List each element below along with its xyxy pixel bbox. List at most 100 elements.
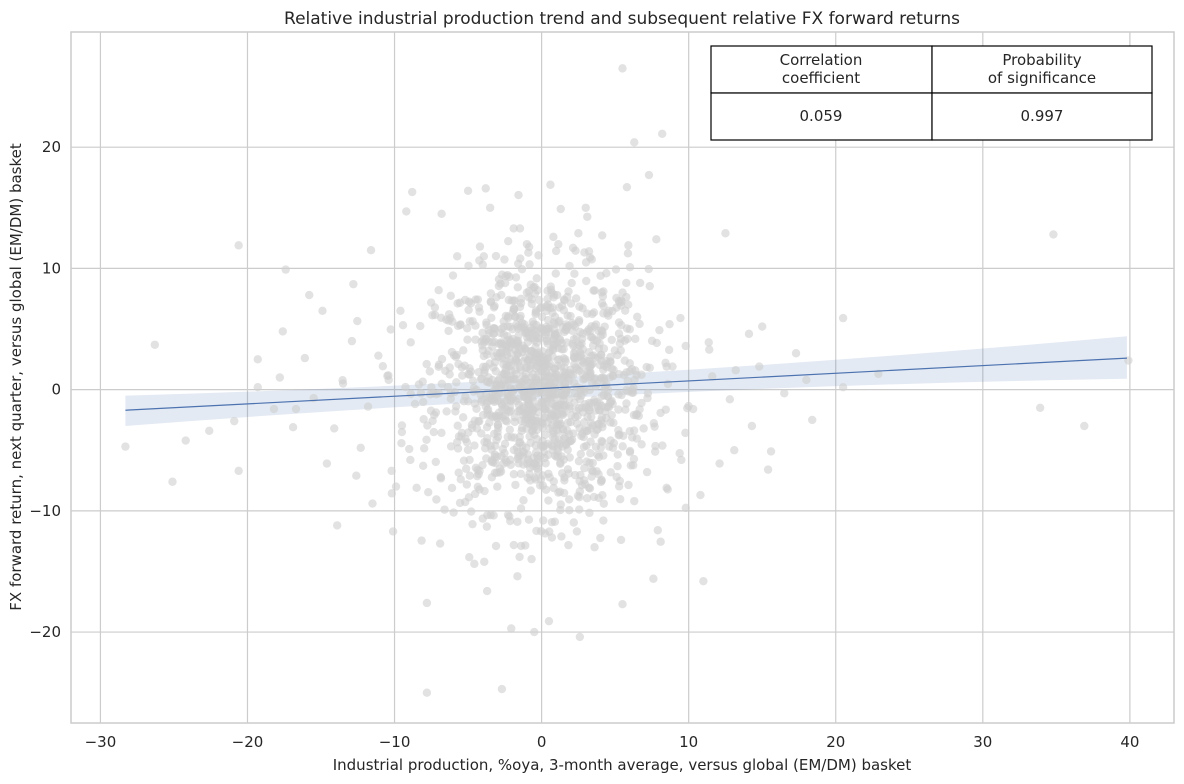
data-point bbox=[521, 375, 531, 384]
data-point bbox=[505, 335, 514, 344]
data-point bbox=[452, 350, 461, 360]
data-point bbox=[630, 138, 639, 147]
data-point bbox=[519, 460, 528, 469]
data-point bbox=[644, 264, 653, 274]
data-point bbox=[481, 184, 490, 193]
data-point bbox=[453, 444, 463, 453]
data-point bbox=[565, 495, 574, 504]
data-point bbox=[507, 433, 516, 442]
data-point bbox=[613, 450, 622, 459]
data-point bbox=[502, 458, 511, 467]
data-point bbox=[715, 459, 724, 468]
data-point bbox=[437, 428, 446, 438]
data-point bbox=[205, 426, 214, 436]
data-point bbox=[563, 465, 573, 474]
data-point bbox=[498, 352, 507, 362]
data-point bbox=[516, 504, 526, 513]
data-point bbox=[493, 482, 502, 491]
data-point bbox=[402, 207, 411, 216]
table-header-cell-probability bbox=[931, 45, 1153, 94]
data-point bbox=[437, 209, 446, 219]
data-point bbox=[575, 492, 584, 502]
data-point bbox=[230, 416, 239, 426]
data-point bbox=[791, 349, 801, 358]
data-point bbox=[560, 363, 569, 372]
data-point bbox=[482, 454, 491, 463]
y-tick-label: 10 bbox=[42, 259, 61, 277]
data-point bbox=[531, 364, 541, 373]
data-point bbox=[572, 419, 582, 428]
data-point bbox=[453, 321, 463, 331]
data-point bbox=[349, 279, 358, 289]
data-point bbox=[554, 240, 563, 249]
data-point bbox=[473, 482, 483, 492]
data-point bbox=[461, 464, 471, 473]
data-point bbox=[549, 290, 559, 299]
data-point bbox=[510, 312, 520, 322]
data-point bbox=[553, 451, 563, 461]
data-point bbox=[604, 311, 613, 320]
data-point bbox=[347, 336, 357, 346]
data-point bbox=[522, 328, 531, 337]
data-point bbox=[721, 229, 730, 238]
data-point bbox=[653, 526, 662, 535]
data-point bbox=[808, 415, 817, 425]
data-point bbox=[579, 358, 588, 368]
data-point bbox=[580, 463, 589, 473]
data-point bbox=[508, 387, 518, 396]
data-point bbox=[597, 231, 607, 240]
data-point bbox=[418, 377, 427, 386]
data-point bbox=[622, 182, 632, 192]
data-point bbox=[550, 364, 560, 374]
data-point bbox=[475, 466, 484, 476]
data-point bbox=[515, 552, 524, 562]
data-point bbox=[635, 319, 644, 329]
data-point bbox=[625, 448, 635, 457]
data-point bbox=[468, 376, 478, 386]
x-tick-label: −20 bbox=[232, 733, 264, 751]
data-point bbox=[524, 515, 534, 524]
data-point bbox=[553, 427, 563, 437]
data-point bbox=[482, 586, 492, 596]
data-point bbox=[332, 521, 342, 530]
data-point bbox=[515, 362, 525, 372]
data-point bbox=[681, 428, 690, 438]
data-point bbox=[595, 406, 604, 415]
data-point bbox=[534, 402, 543, 411]
data-point bbox=[451, 402, 461, 411]
data-point bbox=[490, 468, 500, 478]
data-point bbox=[478, 345, 487, 355]
data-point bbox=[452, 378, 461, 387]
data-point bbox=[523, 337, 533, 347]
data-point bbox=[681, 341, 690, 351]
data-point bbox=[608, 371, 618, 381]
data-point bbox=[487, 394, 497, 403]
data-point bbox=[597, 299, 607, 308]
data-point bbox=[366, 246, 376, 255]
data-point bbox=[330, 424, 339, 433]
data-point bbox=[585, 326, 595, 336]
data-point bbox=[432, 495, 441, 504]
data-point bbox=[567, 435, 577, 444]
data-point bbox=[475, 417, 484, 426]
data-point bbox=[543, 315, 553, 325]
data-point bbox=[631, 411, 641, 420]
data-point bbox=[442, 407, 451, 416]
data-point bbox=[450, 387, 459, 397]
data-point bbox=[569, 335, 579, 344]
data-point bbox=[1049, 230, 1058, 239]
data-point bbox=[583, 212, 592, 221]
data-point bbox=[744, 329, 754, 339]
data-point bbox=[564, 376, 574, 386]
data-point bbox=[581, 203, 590, 212]
data-point bbox=[305, 290, 314, 300]
y-axis-label: FX forward return, next quarter, versus … bbox=[7, 143, 25, 611]
data-point bbox=[534, 251, 543, 260]
data-point bbox=[578, 369, 587, 379]
data-point bbox=[471, 335, 480, 344]
data-point bbox=[434, 286, 443, 295]
data-point bbox=[500, 255, 509, 264]
data-point bbox=[514, 190, 523, 200]
data-point bbox=[491, 367, 500, 376]
x-tick-label: 30 bbox=[973, 733, 992, 751]
